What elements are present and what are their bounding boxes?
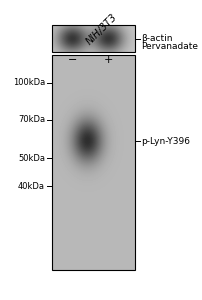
Text: +: +: [103, 55, 113, 65]
Text: NIH/3T3: NIH/3T3: [84, 12, 119, 47]
Text: 70kDa: 70kDa: [18, 115, 45, 124]
Bar: [52, 25, 134, 52]
Text: p-Lyn-Y396: p-Lyn-Y396: [140, 136, 189, 146]
Text: 50kDa: 50kDa: [18, 154, 45, 163]
Text: 100kDa: 100kDa: [13, 78, 45, 87]
Text: Pervanadate: Pervanadate: [140, 42, 197, 51]
Text: −: −: [68, 55, 77, 65]
Text: β-actin: β-actin: [140, 34, 172, 43]
Bar: [52, 55, 134, 270]
Text: 40kDa: 40kDa: [18, 182, 45, 191]
